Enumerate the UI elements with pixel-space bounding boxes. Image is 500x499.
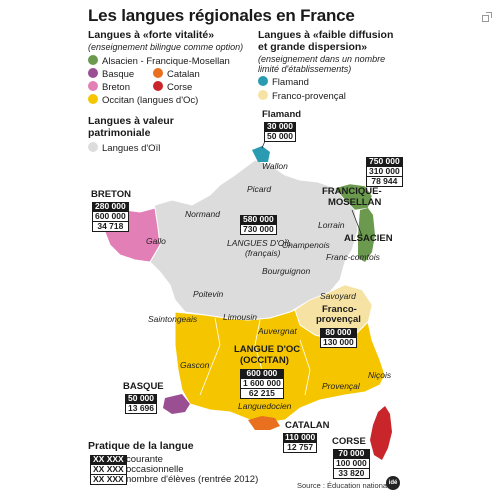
legend-item-breton: Breton — [88, 81, 130, 93]
stats-catalan: 110 000 12 757 — [283, 432, 318, 453]
practice-row-eleves: nombre d'élèves (rentrée 2012) — [126, 474, 259, 485]
legend-item-alsacien: Alsacien - Francique-Mosellan — [88, 55, 230, 67]
region-label-occitan-2: (OCCITAN) — [240, 355, 289, 366]
source-note: Source : Éducation nationale — [297, 481, 393, 490]
stats-occitan: 600 000 1 600 000 62 215 — [240, 369, 284, 399]
place-auvergnat: Auvergnat — [258, 326, 297, 336]
region-francique — [334, 183, 373, 211]
legend-item-oil: Langues d'Oïl — [88, 142, 160, 154]
region-label-alsacien: ALSACIEN — [344, 233, 393, 244]
region-occitan — [174, 309, 386, 423]
legend-weak-sub-2: limité d'établissements) — [258, 64, 352, 74]
place-languedocien: Languedocien — [238, 401, 292, 411]
place-lorrain: Lorrain — [318, 220, 345, 230]
place-picard: Picard — [247, 184, 272, 194]
practice-row-courante: courante — [126, 454, 163, 465]
place-poitevin: Poitevin — [193, 289, 224, 299]
region-label-breton: BRETON — [91, 189, 131, 200]
legend-item-francoprovencal: Franco-provençal — [258, 90, 346, 102]
region-flamand — [252, 146, 270, 162]
place-provencal: Provençal — [322, 381, 360, 391]
practice-header: Pratique de la langue — [88, 440, 194, 452]
legend-strong-header: Langues à «forte vitalité» — [88, 29, 215, 41]
legend-weak-sub-1: (enseignement dans un nombre — [258, 54, 386, 64]
place-normand: Normand — [185, 209, 220, 219]
region-basque — [163, 394, 190, 414]
region-label-basque: BASQUE — [123, 381, 164, 392]
stats-francique: 750 000 310 000 78 944 — [366, 157, 403, 187]
practice-row-occasionnelle: occasionnelle — [126, 464, 184, 475]
place-limousin: Limousin — [223, 312, 258, 322]
publisher-logo: idé — [386, 476, 400, 490]
legend-weak-header-2: et grande dispersion» — [258, 41, 368, 53]
stats-flamand: 30 000 50 000 — [264, 122, 296, 142]
region-label-francique-2: MOSELLAN — [328, 197, 382, 208]
region-label-flamand: Flamand — [262, 109, 302, 120]
legend-item-occitan: Occitan (langues d'Oc) — [88, 94, 198, 106]
region-label-fp-1: Franco- — [322, 304, 357, 315]
legend-strong-sub: (enseignement bilingue comme option) — [88, 42, 244, 52]
region-corse — [370, 406, 392, 460]
region-label-fp-2: provençal — [316, 314, 361, 325]
practice-key-box: XX XXX XX XXX XX XXX — [90, 455, 127, 485]
region-label-oil-2: (français) — [245, 248, 281, 258]
place-nicois: Niçois — [368, 370, 392, 380]
place-champenois: Champenois — [282, 240, 330, 250]
place-wallon: Wallon — [262, 161, 288, 171]
region-label-oil-1: LANGUES D'OÏL — [227, 238, 292, 248]
legend-weak-header-1: Langues à «faible diffusion — [258, 29, 394, 41]
expand-icon[interactable] — [482, 12, 492, 22]
stats-basque: 50 000 13 696 — [125, 394, 157, 414]
stats-corse: 70 000 100 000 33 820 — [333, 449, 370, 479]
region-label-francique-1: FRANCIQUE- — [322, 186, 382, 197]
region-label-catalan: CATALAN — [285, 420, 330, 431]
place-savoyard: Savoyard — [320, 291, 356, 301]
legend-item-catalan: Catalan — [153, 68, 200, 80]
stats-breton: 280 000 600 000 34 718 — [92, 202, 129, 232]
place-bourguignon: Bourguignon — [262, 266, 311, 276]
stats-oil: 580 000 730 000 — [240, 215, 277, 235]
legend-item-basque: Basque — [88, 68, 134, 80]
region-catalan — [248, 416, 280, 430]
region-alsacien — [358, 208, 375, 262]
legend-heritage-header-1: Langues à valeur — [88, 115, 174, 127]
place-franc-comtois: Franc-comtois — [326, 252, 380, 262]
region-label-occitan-1: LANGUE D'OC — [234, 344, 301, 355]
legend-item-flamand: Flamand — [258, 76, 309, 88]
legend-heritage-header-2: patrimoniale — [88, 127, 151, 139]
place-gallo: Gallo — [146, 236, 166, 246]
place-gascon: Gascon — [180, 360, 210, 370]
page-title: Les langues régionales en France — [88, 6, 355, 25]
place-saintongeais: Saintongeais — [148, 314, 198, 324]
stats-francoprovencal: 80 000 130 000 — [320, 328, 357, 348]
legend-item-corse: Corse — [153, 81, 192, 93]
region-label-corse: CORSE — [332, 436, 366, 447]
